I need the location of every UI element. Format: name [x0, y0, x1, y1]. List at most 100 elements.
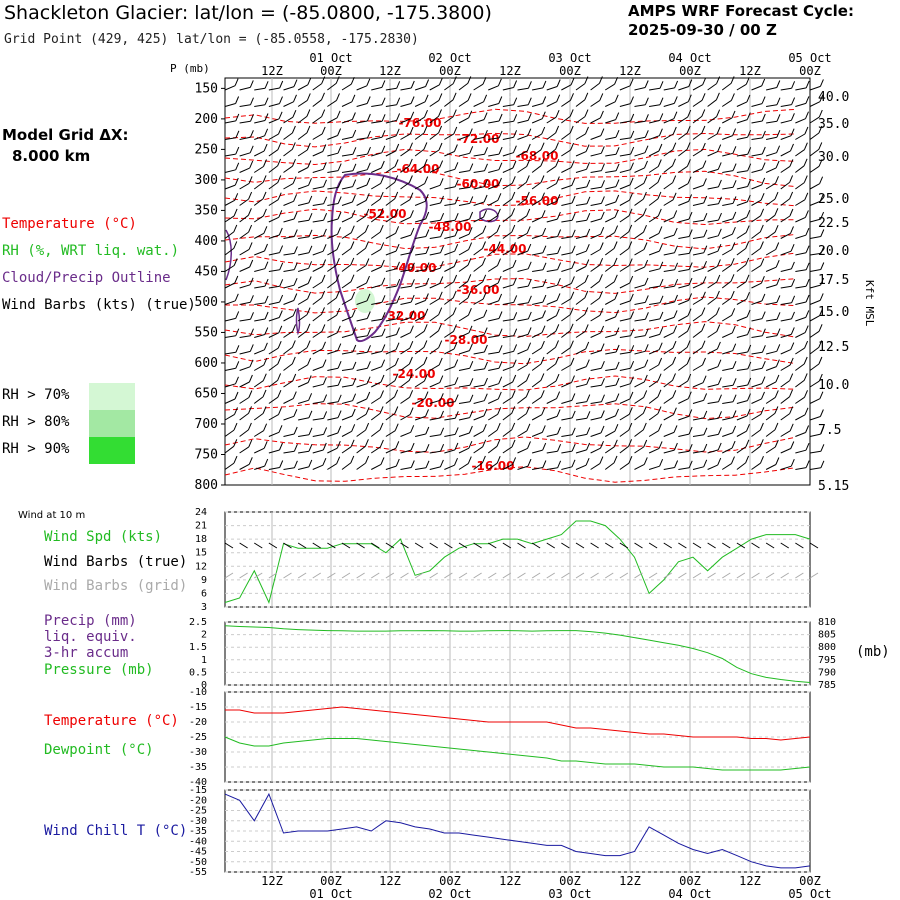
wind-barb-feather	[467, 274, 472, 282]
wind-barb-feather	[571, 229, 576, 237]
wind-barb-feather	[352, 327, 357, 335]
wind-barb	[385, 396, 395, 404]
wind-barb	[604, 248, 615, 256]
wind-barb-feather	[585, 144, 590, 152]
wind-barb-feather	[715, 307, 720, 315]
wind-barb	[224, 383, 236, 388]
wind-barb-feather	[746, 424, 750, 432]
wind-barb	[546, 183, 557, 190]
wind-barb	[283, 363, 293, 371]
wind-barb	[473, 316, 484, 322]
wind-barb-feather	[262, 208, 267, 217]
wind-barb-feather	[468, 128, 473, 136]
wind-barb	[648, 182, 659, 190]
wind-barb-feather	[454, 377, 459, 385]
wind-barb-feather	[380, 457, 385, 465]
wind-barb-10m	[239, 542, 248, 549]
wind-barb-feather	[614, 210, 619, 218]
wind-barb	[268, 396, 279, 404]
wind-barb	[473, 119, 485, 124]
wind-barb	[765, 231, 776, 239]
wind-barb-grid	[283, 572, 292, 579]
wind-barb	[414, 101, 426, 107]
wind-barb-feather	[527, 243, 532, 252]
wind-barb	[400, 449, 412, 454]
wind-barb-feather	[425, 426, 430, 435]
wind-barb	[561, 382, 572, 388]
wind-barb	[458, 297, 469, 305]
wind-barb-feather	[235, 130, 240, 138]
wind-barb-feather	[657, 191, 662, 200]
wind-barb-feather	[440, 213, 445, 221]
wind-barb-feather	[614, 77, 619, 85]
wind-barb-feather	[366, 391, 371, 400]
wind-speed-line	[224, 520, 811, 605]
wind-barb	[707, 186, 719, 190]
wind-barb-feather	[424, 176, 429, 184]
wind-barb-feather	[556, 278, 561, 286]
wind-barb	[312, 348, 323, 355]
wind-barb-feather	[366, 275, 370, 284]
wind-barb	[458, 218, 470, 223]
wind-barb-feather	[425, 444, 430, 452]
wind-barb-feather	[234, 193, 239, 201]
wind-barb	[575, 203, 587, 206]
wind-barb-feather	[598, 274, 603, 282]
wind-barb	[356, 153, 368, 157]
wind-barb-feather	[584, 324, 589, 332]
wind-barb	[590, 218, 602, 223]
wind-barb-feather	[615, 147, 620, 155]
wind-barb	[736, 136, 748, 140]
wind-barb-feather	[674, 279, 679, 287]
wind-barb	[678, 101, 689, 107]
wind-barb	[341, 316, 353, 322]
wind-barb	[341, 186, 353, 190]
temperature-contour	[224, 375, 796, 391]
wind-barb-feather	[527, 327, 532, 335]
wind-barb-feather	[381, 359, 386, 367]
wind-barb	[780, 302, 792, 305]
bottom-time-tick: 12Z	[261, 874, 283, 888]
wind-barb-feather	[600, 211, 605, 220]
wind-barb	[312, 219, 324, 223]
wind-barb-feather	[452, 109, 457, 117]
wind-barb-feather	[614, 292, 619, 300]
wind-barb	[692, 466, 704, 470]
wind-barb-feather	[527, 81, 532, 89]
wind-barb	[312, 250, 324, 256]
wind-barb-feather	[761, 146, 766, 155]
wind-barb	[473, 136, 485, 140]
wind-barb	[444, 383, 456, 388]
wind-barb-feather	[674, 294, 678, 303]
wind-barb	[648, 447, 660, 454]
wind-barb	[575, 449, 587, 454]
wind-barb	[765, 429, 776, 437]
forecast-cycle-label: AMPS WRF Forecast Cycle:	[628, 2, 854, 20]
wind-barb	[458, 264, 469, 272]
wind-barb-10m	[327, 542, 336, 549]
wind-barb-feather	[277, 192, 282, 200]
wind-barb	[414, 218, 426, 223]
wind-barb	[634, 266, 645, 272]
wind-barb	[429, 382, 441, 388]
wind-barb-feather	[614, 94, 619, 102]
wind-barb	[458, 314, 469, 322]
wind-barb-feather	[745, 439, 750, 447]
wind-barb-feather	[717, 162, 722, 170]
wind-barb-feather	[615, 393, 620, 401]
wind-barb	[707, 168, 719, 173]
wind-barb-feather	[701, 125, 706, 134]
wind-barb	[546, 200, 558, 206]
wind-barb-feather	[262, 175, 267, 183]
wind-barb	[619, 462, 630, 470]
temp-tick-label: -15	[189, 702, 207, 713]
wind-barb-feather	[585, 458, 590, 466]
wind-barb	[751, 429, 761, 437]
wind-barb-feather	[630, 361, 635, 369]
wind-barb	[765, 284, 777, 289]
wind-barb	[370, 446, 381, 454]
wind-barb-feather	[322, 162, 327, 170]
wind-barb-feather	[598, 76, 603, 84]
wind-barb-feather	[540, 390, 545, 398]
temperature-contour	[224, 252, 796, 269]
